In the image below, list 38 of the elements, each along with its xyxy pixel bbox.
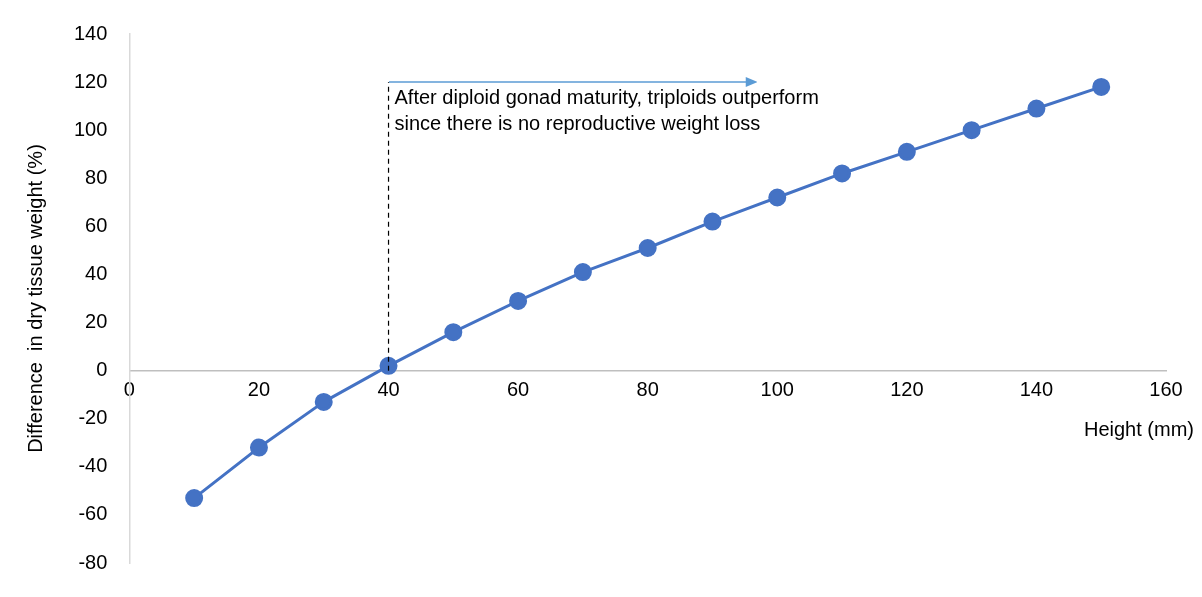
x-tick-label: 60 — [506, 378, 530, 401]
point — [249, 438, 268, 457]
point — [573, 263, 592, 282]
x-tick-label: 140 — [1019, 378, 1054, 401]
point — [833, 164, 852, 183]
x-tick-label: 20 — [247, 378, 271, 401]
y-axis-title: Difference in dry tissue weight (%) — [23, 144, 46, 453]
point — [1092, 77, 1111, 96]
point — [768, 188, 787, 207]
x-axis-title: Height (mm) — [1083, 418, 1194, 441]
y-tick-label: -40 — [78, 454, 108, 477]
y-tick-label: -60 — [78, 502, 108, 525]
x-tick-label: 100 — [760, 378, 794, 401]
point — [185, 489, 204, 508]
y-tick-label: 40 — [85, 261, 108, 284]
point — [314, 392, 333, 411]
point — [444, 323, 463, 342]
y-tick-label: 120 — [73, 69, 108, 92]
y-tick-label: 20 — [85, 310, 108, 333]
y-tick-label: 80 — [85, 165, 108, 188]
point — [379, 356, 398, 375]
point — [962, 121, 981, 140]
x-tick-label: 160 — [1149, 378, 1183, 401]
x-tick-label: 40 — [377, 378, 400, 401]
ref-line-label: After diploid gonad maturity, triploids outperform since there is no reproductive weight loss — [394, 85, 819, 134]
y-tick-label: -20 — [78, 406, 108, 429]
point — [509, 291, 528, 310]
y-tick-label: 100 — [73, 117, 108, 140]
x-tick-label: 80 — [636, 378, 659, 401]
x-tick-label: 120 — [890, 378, 924, 401]
y-tick-label: -80 — [78, 550, 108, 573]
point — [638, 239, 657, 258]
point — [897, 142, 916, 161]
point — [703, 212, 722, 231]
y-tick-label: 60 — [85, 213, 108, 236]
y-tick-label: 0 — [96, 358, 108, 381]
point — [1027, 99, 1046, 118]
y-tick-label: 140 — [73, 21, 108, 44]
